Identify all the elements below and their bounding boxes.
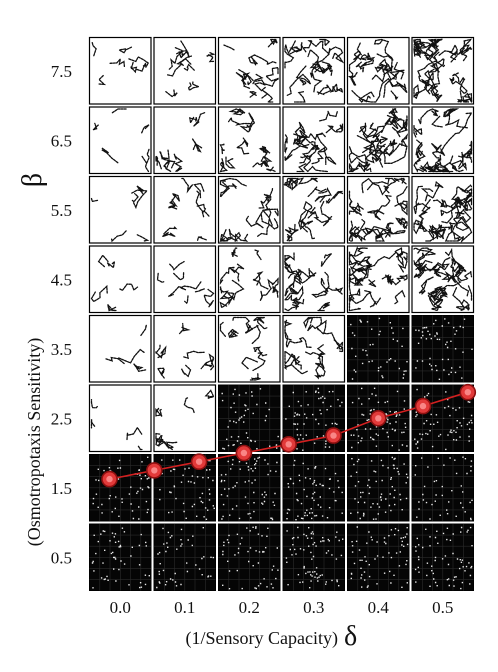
grid-cell [347, 523, 410, 591]
grid-cell [411, 454, 474, 522]
grid-cell [88, 36, 152, 105]
grid-cell [88, 106, 152, 175]
grid-cell [153, 175, 217, 244]
series-point-highlight [151, 467, 158, 474]
y-axis-label: (Osmotropotaxis Sensitivity) [24, 338, 45, 547]
grid-cell [411, 36, 475, 105]
grid-cell [347, 454, 410, 522]
grid-cell [411, 245, 475, 314]
series-point-highlight [330, 432, 337, 439]
grid-cell [89, 454, 152, 522]
grid-cell [153, 106, 217, 175]
grid-cell [347, 315, 410, 383]
y-axis-label-group: (Osmotropotaxis Sensitivity) β [17, 173, 48, 546]
grid-cell [88, 314, 152, 383]
grid-cell [282, 523, 345, 591]
transition-series [101, 383, 477, 488]
x-tick-label: 0.3 [303, 598, 324, 617]
grid-cell [217, 175, 281, 244]
grid-cell [88, 384, 152, 453]
grid-cell [411, 523, 474, 591]
series-point-highlight [240, 449, 248, 457]
grid-cell [217, 36, 281, 105]
grid-cell [153, 523, 216, 591]
series-point-highlight [195, 458, 203, 465]
grid-cell [218, 454, 281, 522]
x-tick-label: 0.4 [368, 598, 390, 617]
grid-cell [153, 384, 217, 453]
grid-cell [411, 315, 474, 383]
y-tick-label: 3.5 [51, 340, 72, 359]
grid-cell [217, 314, 281, 383]
grid-cell [153, 314, 217, 383]
y-tick-label: 2.5 [51, 409, 72, 428]
y-tick-label: 4.5 [51, 270, 72, 289]
grid-cell [282, 36, 346, 105]
grid-cell [88, 245, 152, 314]
y-tick-labels: 7.5 6.5 5.5 4.5 3.5 2.5 1.5 0.5 [51, 62, 72, 567]
grid-cell [153, 245, 217, 314]
grid-cell [346, 245, 410, 314]
grid-cell [217, 245, 281, 314]
grid-cell [282, 454, 345, 522]
grid-cells [88, 36, 475, 591]
y-axis-symbol: β [17, 173, 48, 187]
y-tick-label: 0.5 [51, 548, 72, 567]
y-tick-label: 7.5 [51, 62, 72, 81]
series-point-highlight [464, 389, 471, 396]
x-tick-label: 0.0 [110, 598, 131, 617]
grid-cell [347, 384, 410, 452]
grid-cell [411, 175, 475, 244]
series-point-highlight [375, 415, 382, 422]
grid-cell [89, 523, 152, 591]
y-tick-label: 5.5 [51, 201, 72, 220]
series-point-highlight [285, 441, 292, 448]
grid-cell [346, 36, 410, 105]
grid-cell [346, 175, 410, 244]
grid-cell [153, 36, 217, 105]
x-tick-label: 0.2 [239, 598, 260, 617]
grid-cell [282, 106, 346, 175]
grid-cell [282, 245, 346, 314]
grid-cell [346, 106, 410, 175]
x-axis-symbol: δ [344, 621, 357, 652]
grid-cell [218, 523, 281, 591]
grid-cell [282, 175, 346, 244]
y-tick-label: 6.5 [51, 131, 72, 150]
grid-cell [88, 175, 152, 244]
series-point-highlight [419, 402, 427, 410]
x-tick-label: 0.5 [432, 598, 453, 617]
x-tick-labels: 0.0 0.1 0.2 0.3 0.4 0.5 [110, 598, 454, 617]
grid-cell [411, 106, 475, 175]
grid-cell [218, 384, 281, 452]
x-axis-label: (1/Sensory Capacity) [186, 628, 338, 649]
x-tick-label: 0.1 [174, 598, 195, 617]
y-tick-label: 1.5 [51, 479, 72, 498]
grid-cell [282, 314, 346, 383]
series-point-highlight [106, 475, 113, 483]
grid-cell [217, 106, 281, 175]
